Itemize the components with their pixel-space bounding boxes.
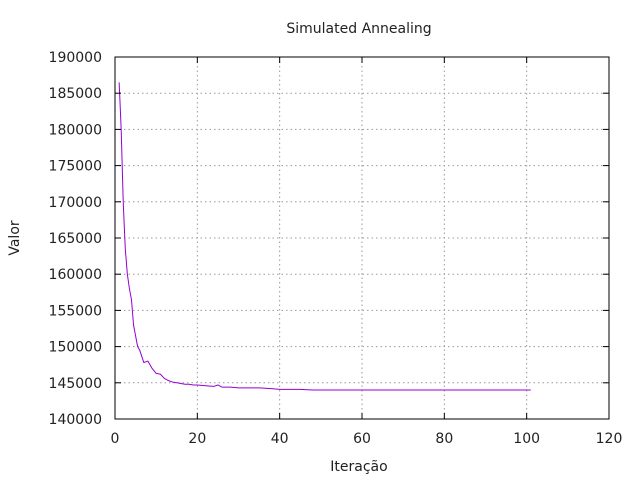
series-layer [118, 82, 531, 391]
y-tick-label: 165000 [49, 231, 102, 247]
x-tick-label: 40 [271, 431, 289, 447]
y-axis-title: Valor [7, 220, 23, 256]
y-tick-label: 190000 [49, 50, 102, 66]
x-tick-label: 100 [513, 431, 540, 447]
y-tick-label: 175000 [49, 159, 102, 175]
x-axis-tick-labels: 0 20 40 60 80 100 120 [111, 431, 623, 447]
y-tick-label: 170000 [49, 195, 102, 211]
x-tick-label: 120 [596, 431, 623, 447]
y-tick-label: 180000 [49, 122, 102, 138]
y-tick-label: 160000 [49, 267, 102, 283]
y-tick-label: 140000 [49, 412, 102, 428]
y-tick-label: 150000 [49, 340, 102, 356]
x-axis-title: Iteração [330, 459, 387, 475]
series-line-0 [118, 82, 531, 391]
chart-title: Simulated Annealing [286, 21, 431, 37]
tick-marks [114, 56, 610, 420]
x-tick-label: 60 [353, 431, 371, 447]
gridlines [115, 57, 609, 419]
y-tick-label: 185000 [49, 86, 102, 102]
x-tick-label: 80 [435, 431, 453, 447]
x-tick-label: 0 [111, 431, 120, 447]
y-tick-label: 145000 [49, 376, 102, 392]
y-tick-label: 155000 [49, 303, 102, 319]
y-axis-tick-labels: 140000 145000 150000 155000 160000 165000 1700… [49, 50, 102, 428]
x-tick-label: 20 [188, 431, 206, 447]
